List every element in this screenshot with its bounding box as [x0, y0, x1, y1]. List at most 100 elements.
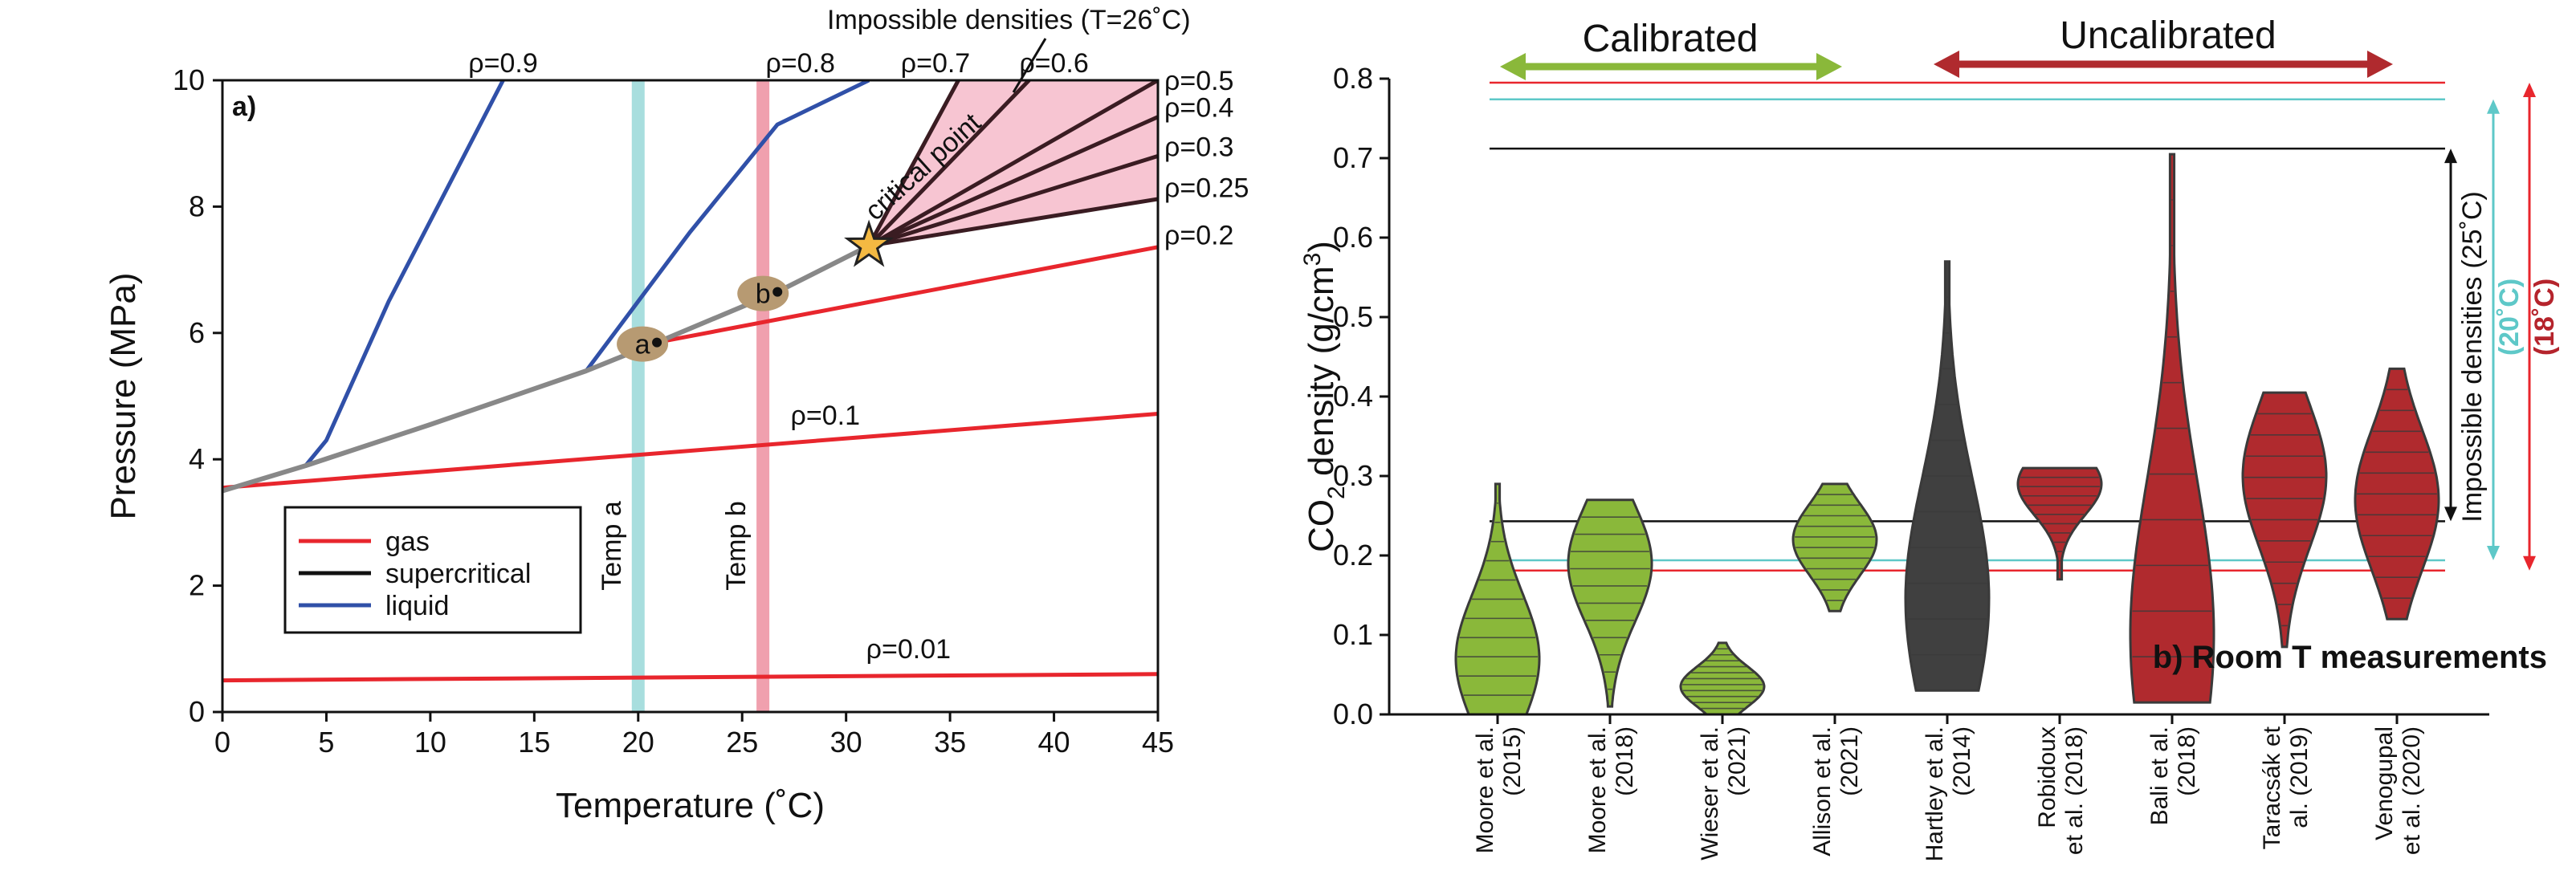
- isochore-label-2: ρ=0.2: [1164, 221, 1233, 251]
- y-axis-title-superscript: 3: [1299, 253, 1326, 266]
- category-label-line2-0: (2015): [1499, 726, 1526, 796]
- panel-b-violin-chart: Moore et al. (2015) Moore et al. (2018) Wies…: [1299, 14, 2560, 861]
- x-tick-label-8: 40: [1038, 726, 1070, 759]
- category-label-line2-6: (2018): [2174, 726, 2200, 796]
- y-tick-label-b-2: 0.2: [1333, 539, 1373, 572]
- legend-box: [283, 506, 582, 634]
- category-label-line1-2: Wieser et al.: [1697, 726, 1723, 860]
- category-label-line1-6: Bali et al.: [2146, 726, 2173, 825]
- x-tick-label-0: 0: [214, 726, 230, 759]
- violin-8: [2354, 367, 2440, 620]
- uncalibrated-label: Uncalibrated: [2060, 14, 2276, 57]
- isochore-label-5: ρ=0.4: [1164, 93, 1233, 124]
- isochore-label-10: ρ=0.9: [468, 48, 537, 79]
- state-point-dot-b: [772, 287, 783, 297]
- category-label-line1-0: Moore et al.: [1472, 726, 1498, 853]
- violin-5: [2016, 466, 2103, 581]
- temp-band-label-0: Temp a: [597, 501, 627, 591]
- x-axis-title: Temperature (˚C): [556, 786, 825, 825]
- category-label-line2-4: (2014): [1949, 726, 1975, 796]
- y-tick-label-4: 8: [189, 189, 205, 222]
- impossible-densities-label: Impossible densities (25˚C): [2457, 191, 2488, 523]
- category-label-line1-8: Venogupal: [2371, 726, 2398, 840]
- impossible-range-arrow-bottom-2: [2523, 555, 2536, 571]
- plot-frame: [221, 79, 1160, 714]
- category-label-line2-5: et al. (2018): [2061, 726, 2088, 855]
- y-axis-title-end: ): [1302, 241, 1341, 253]
- panel-b-label: b) Room T measurements: [2153, 640, 2547, 675]
- violin-1: [1567, 498, 1653, 708]
- impossible-range-arrow-bottom-1: [2487, 545, 2500, 560]
- x-tick-label-5: 25: [726, 726, 758, 759]
- state-point-label-b: b: [756, 279, 771, 310]
- isochore-line-0: [222, 672, 1158, 683]
- isochore-label-8: ρ=0.7: [901, 48, 970, 79]
- state-point-dot-a: [652, 337, 662, 348]
- isochore-line-10: [304, 80, 505, 467]
- impossible-range-arrow-bottom-0: [2444, 507, 2457, 522]
- category-label-line2-3: (2021): [1836, 726, 1863, 796]
- violin-0: [1454, 482, 1541, 716]
- y-tick-label-b-5: 0.5: [1333, 300, 1373, 333]
- x-tick-label-4: 20: [622, 726, 654, 759]
- temp-band-a: [631, 80, 645, 712]
- y-axis-title-subscript: 2: [1323, 486, 1350, 499]
- category-label-line1-3: Allison et al.: [1809, 726, 1836, 856]
- category-label-line2-7: al. (2019): [2286, 726, 2313, 828]
- category-label-line1-1: Moore et al.: [1584, 726, 1611, 853]
- category-label-line2-8: et al. (2020): [2399, 726, 2425, 855]
- category-label-line1-4: Hartley et al.: [1922, 726, 1948, 861]
- violin-7: [2241, 391, 2328, 649]
- category-label-line1-7: Taracsák et: [2259, 726, 2285, 849]
- plot-area: ab: [222, 80, 1158, 712]
- y-tick-label-b-0: 0.0: [1333, 698, 1373, 730]
- violin-6: [2129, 153, 2215, 704]
- isochore-line-4: [868, 154, 1158, 248]
- temp-band-b: [756, 80, 770, 712]
- y-axis-title-main: CO: [1302, 499, 1341, 552]
- isochore-label-1: ρ=0.1: [791, 401, 860, 431]
- x-tick-label-9: 45: [1142, 726, 1174, 759]
- legend-label-supercritical: supercritical: [385, 559, 531, 589]
- y-tick-label-1: 2: [189, 569, 205, 602]
- state-point-label-a: a: [635, 330, 650, 360]
- y-tick-label-b-7: 0.7: [1333, 141, 1373, 174]
- calibrated-label: Calibrated: [1583, 18, 1759, 60]
- impossible-densities-title: Impossible densities (T=26˚C): [827, 5, 1191, 35]
- temp-band-label-1: Temp b: [721, 501, 752, 591]
- x-tick-label-2: 10: [414, 726, 446, 759]
- isochore-label-6: ρ=0.5: [1164, 66, 1233, 96]
- y-axis-title-b: CO2 density (g/cm3): [1299, 241, 1350, 552]
- category-label-line2-1: (2018): [1612, 726, 1638, 796]
- isochore-line-8: [866, 80, 960, 247]
- y-tick-label-5: 10: [173, 63, 205, 96]
- x-tick-label-1: 5: [318, 726, 334, 759]
- impossible-range-arrow-top-0: [2444, 148, 2457, 164]
- legend-label-gas: gas: [385, 527, 430, 557]
- calibrated-arrow-head-left: [1500, 53, 1526, 80]
- impossible-range-arrow-top-1: [2487, 99, 2500, 114]
- isochore-label-0: ρ=0.01: [866, 634, 951, 665]
- isochore-label-3: ρ=0.25: [1164, 173, 1249, 204]
- violin-4: [1904, 260, 1991, 692]
- isochore-label-4: ρ=0.3: [1164, 132, 1233, 162]
- y-axis-title-rest: density (g/cm: [1302, 266, 1341, 486]
- impossible-range-arrow-top-2: [2523, 82, 2536, 97]
- panel-a-label: a): [232, 92, 256, 122]
- impossible-densities-text: Impossible densities: [2457, 277, 2488, 523]
- x-tick-label-6: 30: [830, 726, 862, 759]
- category-label-line2-2: (2021): [1724, 726, 1751, 796]
- isochore-line-9: [585, 80, 870, 372]
- impossible-temp-18: (18˚C): [2529, 279, 2560, 356]
- isochore-line-1: [222, 412, 1158, 490]
- y-tick-label-b-4: 0.4: [1333, 380, 1373, 413]
- x-tick-label-3: 15: [518, 726, 550, 759]
- isochore-line-6: [867, 80, 1158, 248]
- uncalibrated-arrow-head-right: [2367, 51, 2393, 78]
- impossible-pointer-line: [1012, 38, 1047, 93]
- y-tick-label-0: 0: [189, 695, 205, 728]
- isochore-line-7: [867, 80, 1031, 247]
